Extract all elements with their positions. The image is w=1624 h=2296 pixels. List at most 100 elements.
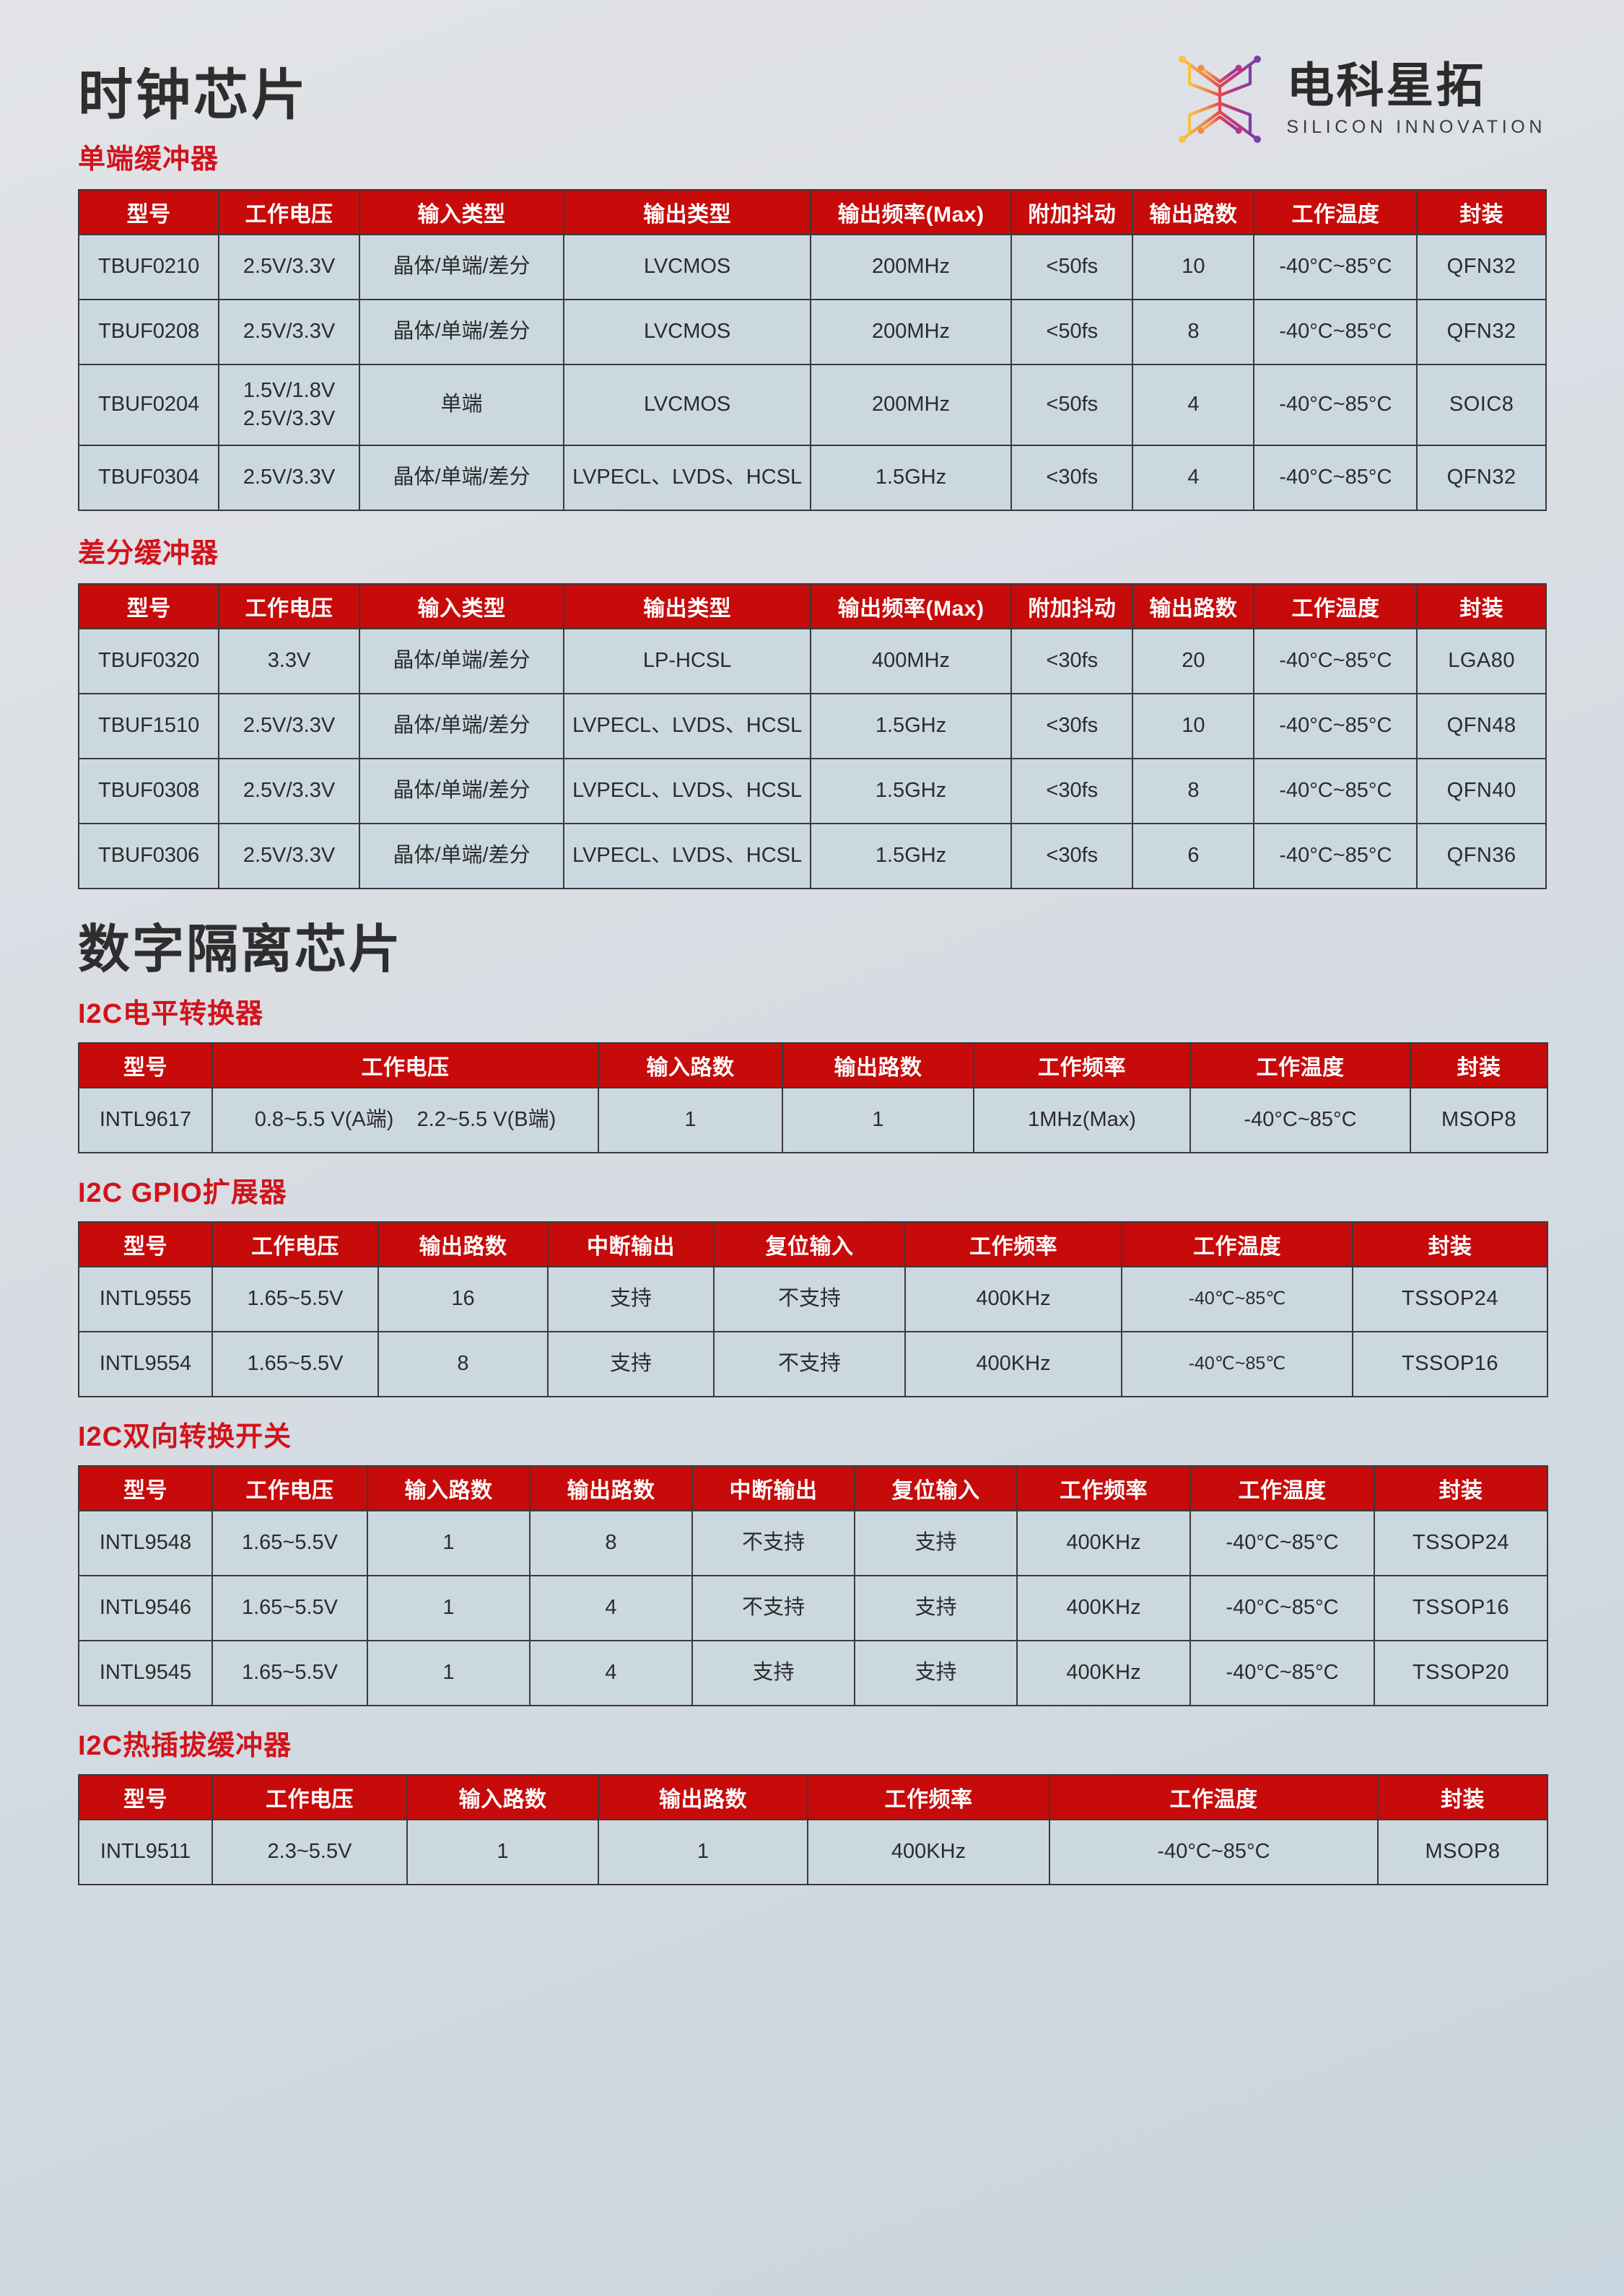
cell-output-type: LP-HCSL	[563, 628, 811, 694]
table-row: INTL9554 1.65~5.5V 8 支持 不支持 400KHz -40℃~…	[78, 1331, 1548, 1397]
col-operating-freq: 工作频率	[1016, 1465, 1191, 1511]
col-output-count: 输出路数	[377, 1221, 549, 1267]
cell-temp: -40°C~85°C	[1189, 1575, 1375, 1641]
cell-model: INTL9548	[78, 1510, 213, 1576]
cell-output-count: 8	[377, 1331, 549, 1397]
cell-jitter: <30fs	[1010, 758, 1134, 824]
cell-output-count: 10	[1132, 234, 1255, 300]
cell-temp: -40°C~85°C	[1253, 628, 1418, 694]
table-row: INTL9617 0.8~5.5 V(A端) 2.2~5.5 V(B端) 1 1…	[78, 1087, 1548, 1153]
x-circuit-logo-icon	[1172, 51, 1267, 148]
cell-output-freq: 400MHz	[809, 628, 1013, 694]
cell-output-type: LVCMOS	[563, 299, 811, 365]
cell-reset-input: 不支持	[713, 1266, 906, 1332]
table-i2c-bidirectional-switch: 型号 工作电压 输入路数 输出路数 中断输出 复位输入 工作频率 工作温度 封装…	[78, 1465, 1548, 1706]
cell-output-count: 4	[529, 1575, 693, 1641]
cell-jitter: <50fs	[1010, 299, 1134, 365]
cell-output-type: LVPECL、LVDS、HCSL	[563, 693, 811, 759]
brand-text: 电科星拓 SILICON INNOVATION	[1286, 61, 1546, 137]
col-voltage: 工作电压	[211, 1042, 599, 1088]
col-input-type: 输入类型	[358, 583, 565, 629]
cell-output-type: LVCMOS	[563, 234, 811, 300]
table-row: INTL9548 1.65~5.5V 1 8 不支持 支持 400KHz -40…	[78, 1510, 1548, 1576]
col-output-freq: 输出频率(Max)	[809, 189, 1013, 235]
cell-temp: -40°C~85°C	[1253, 445, 1418, 511]
table-row: TBUF0308 2.5V/3.3V 晶体/单端/差分 LVPECL、LVDS、…	[77, 758, 1547, 824]
cell-temp: -40°C~85°C	[1253, 234, 1418, 300]
cell-package: SOIC8	[1416, 364, 1547, 446]
cell-package: MSOP8	[1377, 1819, 1548, 1885]
cell-voltage: 1.65~5.5V	[211, 1640, 368, 1706]
col-package: 封装	[1374, 1465, 1548, 1511]
cell-model: TBUF1510	[77, 693, 220, 759]
col-package: 封装	[1410, 1042, 1548, 1088]
cell-input-count: 1	[367, 1510, 531, 1576]
col-model: 型号	[77, 189, 220, 235]
col-voltage: 工作电压	[218, 189, 360, 235]
cell-voltage: 1.5V/1.8V 2.5V/3.3V	[218, 364, 360, 446]
col-model: 型号	[77, 583, 220, 629]
cell-voltage: 2.5V/3.3V	[218, 445, 360, 511]
cell-model: TBUF0208	[77, 299, 220, 365]
col-voltage: 工作电压	[211, 1465, 368, 1511]
table-single-ended-buffer: 型号 工作电压 输入类型 输出类型 输出频率(Max) 附加抖动 输出路数 工作…	[77, 189, 1547, 511]
cell-reset-input: 支持	[854, 1575, 1018, 1641]
cell-output-count: 4	[1132, 364, 1255, 446]
subsection-title-i2c-bidirectional-switch: I2C双向转换开关	[78, 1422, 292, 1452]
cell-voltage: 2.5V/3.3V	[218, 299, 360, 365]
table-row: INTL9555 1.65~5.5V 16 支持 不支持 400KHz -40℃…	[78, 1266, 1548, 1332]
col-output-count: 输出路数	[1132, 583, 1255, 629]
cell-package: TSSOP16	[1374, 1575, 1548, 1641]
cell-voltage: 2.5V/3.3V	[218, 234, 360, 300]
col-package: 封装	[1352, 1221, 1548, 1267]
cell-temp: -40°C~85°C	[1189, 1510, 1375, 1576]
cell-output-type: LVPECL、LVDS、HCSL	[563, 445, 811, 511]
cell-model: INTL9545	[78, 1640, 213, 1706]
col-model: 型号	[78, 1774, 213, 1820]
cell-model: INTL9554	[78, 1331, 213, 1397]
cell-input-type: 晶体/单端/差分	[358, 758, 565, 824]
col-voltage: 工作电压	[211, 1221, 379, 1267]
cell-jitter: <30fs	[1010, 628, 1134, 694]
subsection-title-i2c-gpio-expander: I2C GPIO扩展器	[78, 1178, 287, 1208]
cell-voltage: 0.8~5.5 V(A端) 2.2~5.5 V(B端)	[211, 1087, 599, 1153]
cell-model: TBUF0304	[77, 445, 220, 511]
cell-reset-input: 支持	[854, 1510, 1018, 1576]
cell-package: QFN32	[1416, 234, 1547, 300]
cell-output-freq: 1.5GHz	[809, 758, 1013, 824]
cell-temp: -40°C~85°C	[1189, 1640, 1375, 1706]
table-header-row: 型号 工作电压 输入路数 输出路数 中断输出 复位输入 工作频率 工作温度 封装	[78, 1465, 1548, 1511]
table-i2c-hotswap-buffer: 型号 工作电压 输入路数 输出路数 工作频率 工作温度 封装 INTL9511 …	[78, 1774, 1548, 1885]
cell-input-type: 晶体/单端/差分	[358, 823, 565, 889]
cell-input-count: 1	[598, 1087, 783, 1153]
cell-output-count: 10	[1132, 693, 1255, 759]
col-input-count: 输入路数	[406, 1774, 599, 1820]
cell-input-type: 晶体/单端/差分	[358, 234, 565, 300]
cell-voltage: 1.65~5.5V	[211, 1331, 379, 1397]
cell-operating-freq: 400KHz	[904, 1266, 1122, 1332]
cell-package: QFN32	[1416, 445, 1547, 511]
cell-temp: -40°C~85°C	[1049, 1819, 1379, 1885]
col-reset-input: 复位输入	[854, 1465, 1018, 1511]
col-input-count: 输入路数	[367, 1465, 531, 1511]
table-row: TBUF0204 1.5V/1.8V 2.5V/3.3V 单端 LVCMOS 2…	[77, 364, 1547, 446]
table-i2c-gpio-expander: 型号 工作电压 输出路数 中断输出 复位输入 工作频率 工作温度 封装 INTL…	[78, 1221, 1548, 1397]
brand-name-cn: 电科星拓	[1286, 58, 1486, 113]
subsection-title-i2c-level-translator: I2C电平转换器	[78, 999, 264, 1029]
table-row: TBUF1510 2.5V/3.3V 晶体/单端/差分 LVPECL、LVDS、…	[77, 693, 1547, 759]
cell-input-count: 1	[406, 1819, 599, 1885]
cell-output-type: LVPECL、LVDS、HCSL	[563, 758, 811, 824]
cell-input-type: 单端	[358, 364, 565, 446]
cell-input-type: 晶体/单端/差分	[358, 445, 565, 511]
cell-output-type: LVCMOS	[563, 364, 811, 446]
cell-reset-input: 支持	[854, 1640, 1018, 1706]
cell-temp: -40°C~85°C	[1253, 758, 1418, 824]
cell-package: TSSOP20	[1374, 1640, 1548, 1706]
cell-model: TBUF0204	[77, 364, 220, 446]
cell-voltage: 3.3V	[218, 628, 360, 694]
table-i2c-level-translator: 型号 工作电压 输入路数 输出路数 工作频率 工作温度 封装 INTL9617 …	[78, 1042, 1548, 1153]
col-interrupt-output: 中断输出	[691, 1465, 855, 1511]
table-row: INTL9546 1.65~5.5V 1 4 不支持 支持 400KHz -40…	[78, 1575, 1548, 1641]
col-model: 型号	[78, 1465, 213, 1511]
col-package: 封装	[1416, 189, 1547, 235]
